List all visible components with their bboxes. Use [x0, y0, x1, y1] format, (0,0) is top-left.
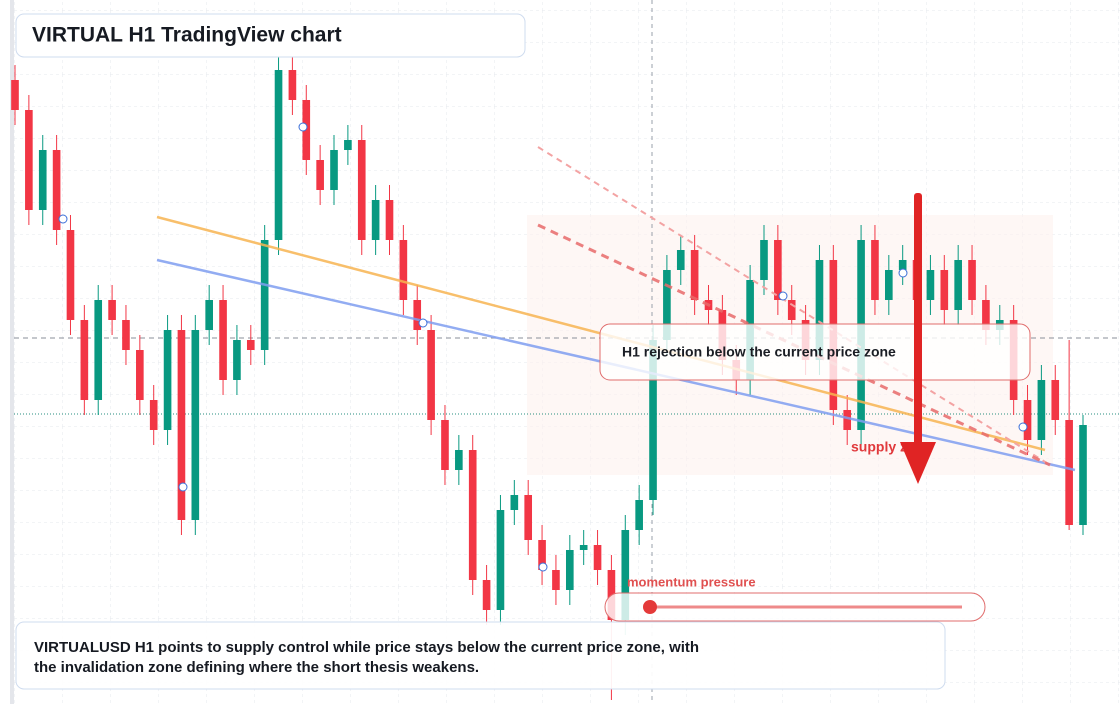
candle-body — [552, 570, 560, 590]
description-line: the invalidation zone defining where the… — [34, 659, 479, 676]
candle-body — [38, 150, 47, 210]
candle-body — [898, 260, 907, 270]
candle-body — [246, 340, 255, 350]
callout-box — [599, 323, 1031, 381]
candle-body — [690, 250, 699, 300]
candle-body — [982, 300, 990, 330]
candle-body — [885, 270, 893, 300]
chart-title: VIRTUAL H1 TradingView chart — [32, 24, 342, 47]
candle-body — [122, 320, 130, 350]
candle-body — [496, 510, 505, 610]
candle-body — [177, 330, 186, 520]
candle-body — [774, 240, 782, 300]
candle-body — [1051, 380, 1060, 420]
down-arrow — [900, 193, 936, 484]
candle-body — [926, 270, 935, 300]
marker — [898, 268, 908, 278]
channel-line-upper — [537, 146, 1051, 466]
candle-body — [579, 545, 588, 550]
candle-body — [676, 250, 685, 270]
marker — [418, 318, 428, 328]
marker — [58, 214, 68, 224]
candle-body — [11, 80, 19, 110]
candle-body — [233, 340, 241, 380]
candle-body — [815, 260, 824, 360]
candle-body — [357, 140, 366, 240]
arrow-head — [900, 442, 936, 484]
title-box — [15, 13, 526, 58]
candle-body — [954, 260, 962, 310]
candle-body — [191, 330, 200, 520]
description-line: VIRTUALUSD H1 points to supply control w… — [34, 639, 699, 656]
candle-body — [205, 300, 213, 330]
marker — [298, 122, 308, 132]
candle-body — [25, 110, 33, 210]
candle-body — [385, 200, 394, 240]
candle-body — [538, 540, 546, 570]
marker — [778, 291, 788, 301]
momentum-label: momentum pressure — [627, 574, 756, 589]
marker — [538, 562, 548, 572]
candle-body — [413, 300, 422, 330]
candle-body — [66, 230, 75, 320]
momentum-dot — [643, 600, 657, 614]
candle-body — [371, 200, 380, 240]
marker — [178, 482, 188, 492]
candle-body — [1065, 420, 1073, 525]
candle-body — [843, 410, 852, 430]
candle-body — [94, 300, 103, 400]
candle-body — [468, 450, 477, 580]
candle-body — [427, 330, 435, 420]
candle-body — [260, 240, 269, 350]
candle-body — [968, 260, 976, 300]
candle-body — [524, 495, 533, 540]
candle-body — [787, 300, 796, 320]
candle-body — [455, 450, 463, 470]
candle-body — [399, 240, 408, 300]
candle-body — [1079, 425, 1087, 525]
description-box — [15, 621, 946, 690]
candle-body — [593, 545, 602, 570]
candle-body — [635, 500, 643, 530]
candle-body — [663, 270, 671, 340]
candle-body — [288, 70, 297, 100]
candle-body — [940, 270, 949, 310]
candle-body — [163, 330, 172, 430]
candle-body — [219, 300, 227, 380]
arrow-shaft — [914, 193, 922, 453]
candle-body — [1023, 400, 1032, 440]
candle-body — [621, 530, 630, 620]
candle-body — [510, 495, 519, 510]
candle-body — [649, 340, 657, 500]
candle-body — [108, 300, 116, 320]
left-edge — [10, 0, 14, 704]
candle-body — [316, 160, 324, 190]
marker — [1018, 422, 1028, 432]
candle-body — [760, 240, 768, 280]
candle-body — [565, 550, 574, 590]
candle-body — [441, 420, 449, 470]
candle-body — [871, 240, 879, 300]
candle-body — [482, 580, 491, 610]
candle-body — [330, 150, 338, 190]
candle-body — [52, 150, 61, 230]
candle-body — [1037, 380, 1046, 440]
candle-body — [344, 140, 352, 150]
candle-body — [80, 320, 89, 400]
candle-body — [136, 350, 144, 400]
callout-text: H1 rejection below the current price zon… — [622, 344, 896, 360]
candle-body — [149, 400, 158, 430]
candle-body — [274, 70, 283, 240]
